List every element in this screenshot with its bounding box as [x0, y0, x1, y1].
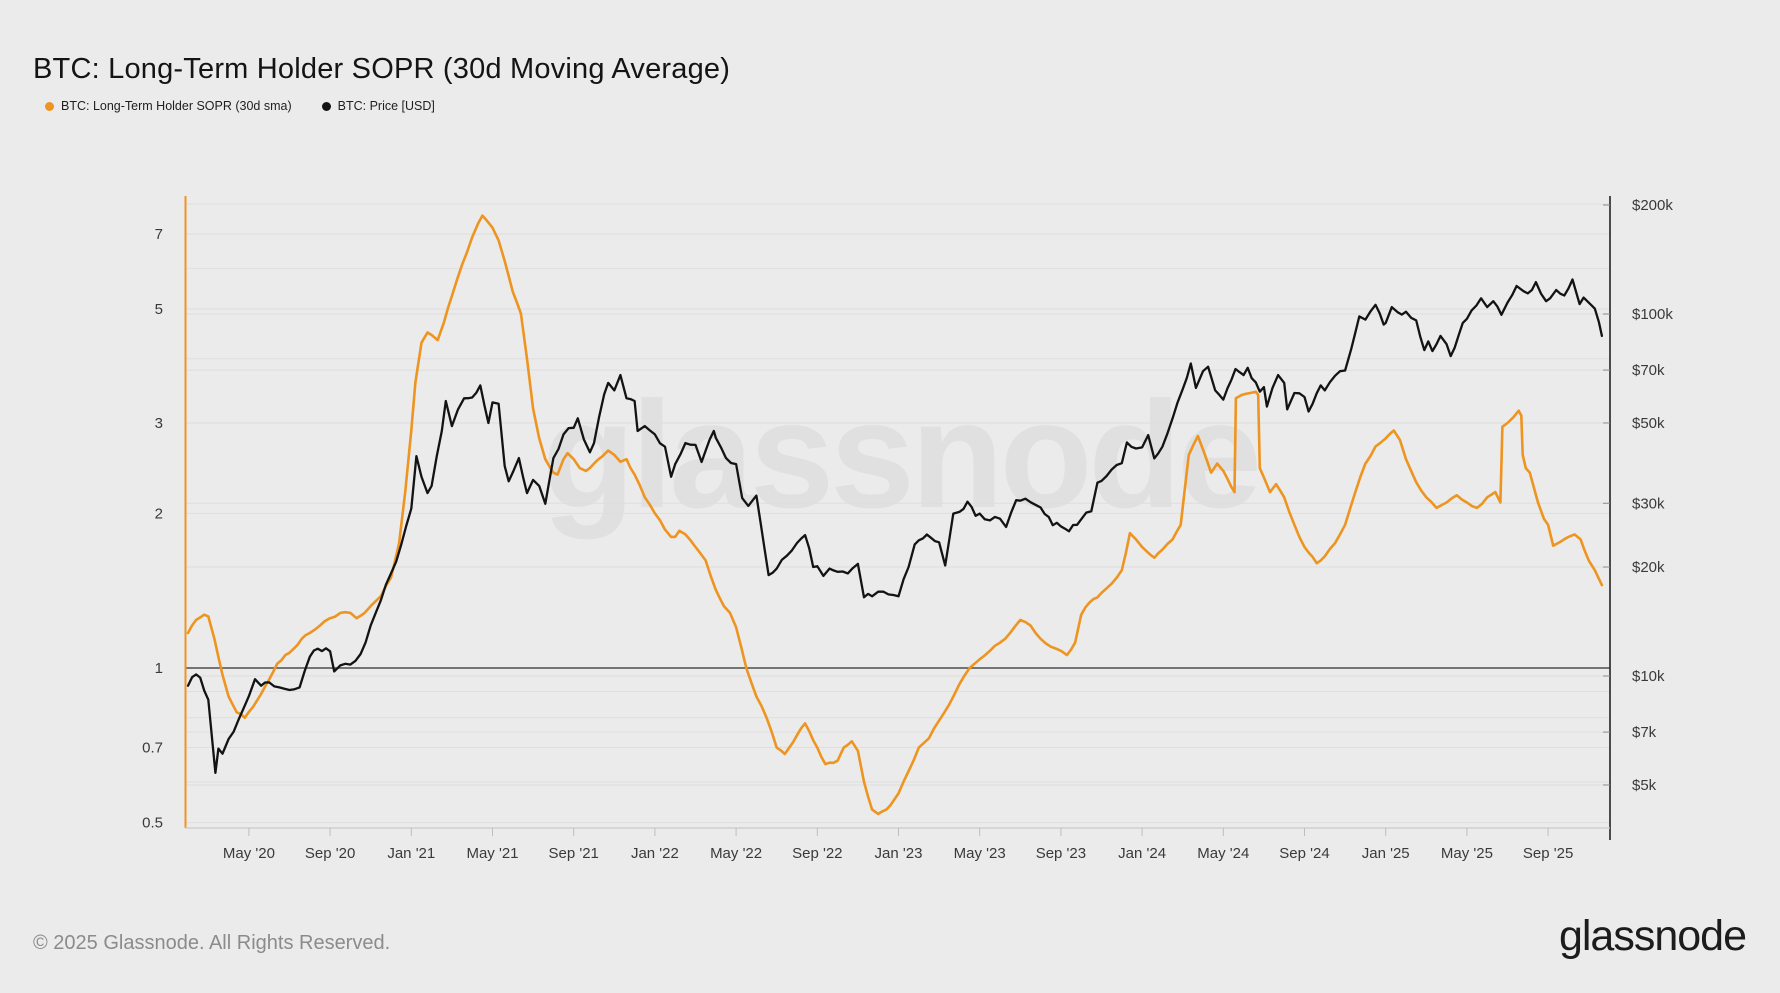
price-series-dot-icon [321, 101, 331, 111]
legend-label-sopr: BTC: Long-Term Holder SOPR (30d sma) [61, 99, 292, 113]
y-right-tick-$7k: $7k [1632, 724, 1657, 741]
y-left-tick-3: 3 [155, 415, 163, 432]
x-tick-Sep '22: Sep '22 [792, 845, 842, 862]
y-right-tick-$10k: $10k [1632, 668, 1665, 685]
x-tick-May '20: May '20 [223, 845, 275, 862]
y-right-tick-$100k: $100k [1632, 306, 1673, 323]
copyright-text: © 2025 Glassnode. All Rights Reserved. [33, 932, 391, 954]
y-left-tick-2: 2 [155, 505, 163, 522]
x-tick-May '25: May '25 [1441, 845, 1493, 862]
x-tick-May '23: May '23 [954, 845, 1006, 862]
y-right-tick-$70k: $70k [1632, 362, 1665, 379]
y-left-tick-1: 1 [155, 660, 163, 677]
x-tick-Sep '25: Sep '25 [1523, 845, 1573, 862]
x-tick-Jan '22: Jan '22 [631, 845, 679, 862]
x-tick-May '24: May '24 [1197, 845, 1249, 862]
y-left-tick-0.7: 0.7 [142, 740, 163, 757]
y-right-tick-$200k: $200k [1632, 197, 1673, 214]
glassnode-logo: glassnode [1558, 912, 1747, 960]
x-tick-May '22: May '22 [710, 845, 762, 862]
legend-item-sopr[interactable]: BTC: Long-Term Holder SOPR (30d sma) [45, 99, 292, 113]
x-tick-Jan '23: Jan '23 [875, 845, 923, 862]
x-tick-Sep '24: Sep '24 [1279, 845, 1329, 862]
glassnode-watermark: glassnode [542, 370, 1262, 540]
page-title: BTC: Long-Term Holder SOPR (30d Moving A… [33, 53, 731, 86]
sopr-series-dot-icon [45, 101, 54, 111]
y-right-tick-$20k: $20k [1632, 559, 1665, 576]
legend-label-price: BTC: Price [USD] [337, 99, 435, 113]
chart-legend: BTC: Long-Term Holder SOPR (30d sma) BTC… [45, 99, 435, 113]
x-tick-Sep '23: Sep '23 [1036, 845, 1086, 862]
x-tick-May '21: May '21 [466, 845, 518, 862]
y-left-tick-0.5: 0.5 [142, 815, 163, 832]
legend-item-price[interactable]: BTC: Price [USD] [321, 99, 435, 113]
sopr-series-line [186, 214, 1604, 816]
y-right-tick-$50k: $50k [1632, 415, 1665, 432]
y-right-tick-$5k: $5k [1632, 777, 1657, 794]
x-tick-Jan '25: Jan '25 [1362, 845, 1410, 862]
x-tick-Sep '20: Sep '20 [305, 845, 355, 862]
x-tick-Jan '21: Jan '21 [387, 845, 435, 862]
x-tick-Sep '21: Sep '21 [548, 845, 598, 862]
y-left-tick-7: 7 [155, 226, 163, 243]
x-tick-Jan '24: Jan '24 [1118, 845, 1166, 862]
price-series-line [186, 278, 1604, 775]
y-right-tick-$30k: $30k [1632, 495, 1665, 512]
y-left-tick-5: 5 [155, 301, 163, 318]
